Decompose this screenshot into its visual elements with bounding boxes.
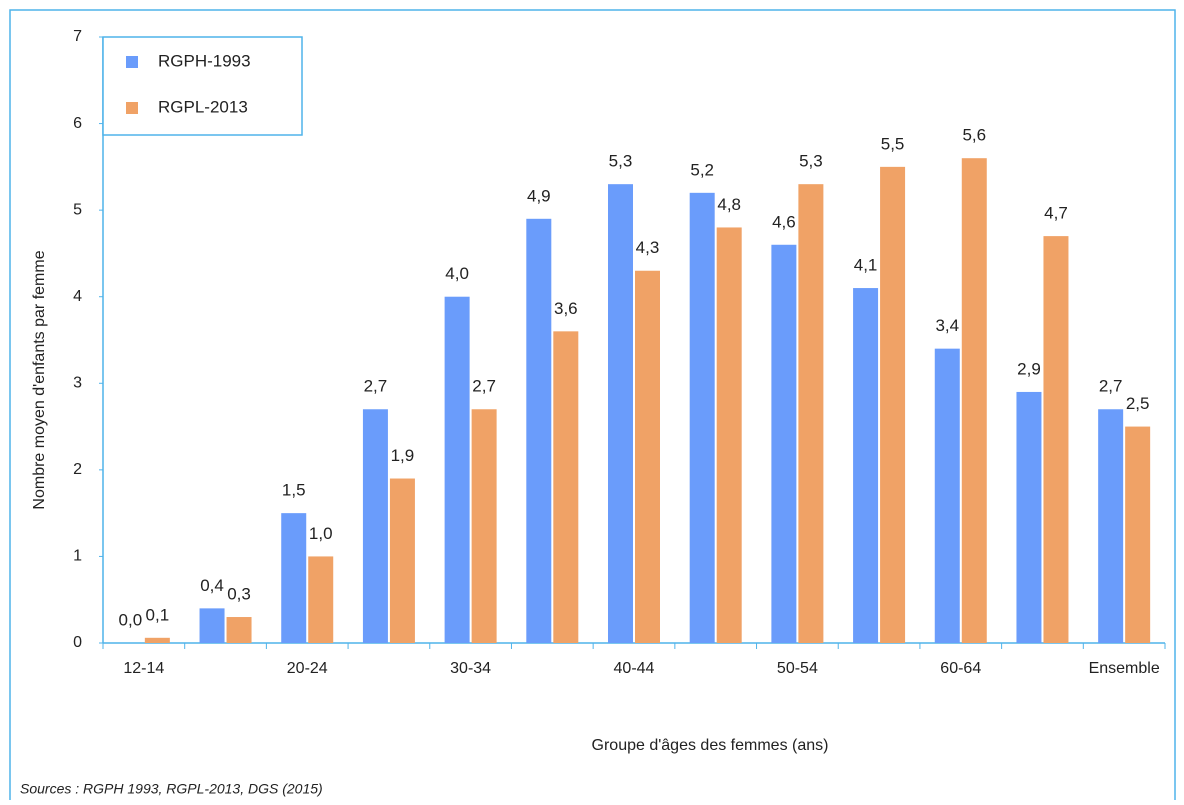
- bar: [961, 158, 987, 643]
- x-axis-title: Groupe d'âges des femmes (ans): [592, 737, 829, 754]
- value-label: 2,7: [364, 377, 388, 396]
- y-tick-label: 1: [73, 548, 82, 565]
- legend-swatch: [126, 102, 138, 114]
- bar: [144, 637, 170, 643]
- value-label: 4,0: [445, 264, 469, 283]
- y-tick-label: 5: [73, 201, 82, 218]
- y-tick-label: 0: [73, 634, 82, 651]
- bar: [1125, 426, 1151, 643]
- bar: [1016, 391, 1042, 643]
- frame: [9, 9, 1176, 805]
- bar: [281, 513, 307, 643]
- value-label: 0,1: [146, 605, 170, 624]
- value-label: 4,6: [772, 212, 796, 231]
- value-label: 1,5: [282, 481, 306, 500]
- y-tick-label: 4: [73, 288, 82, 305]
- x-tick-label: Ensemble: [1089, 660, 1160, 677]
- value-label: 5,6: [962, 126, 986, 145]
- y-axis-title: Nombre moyen d'enfants par femme: [31, 250, 48, 509]
- bar: [1043, 236, 1069, 643]
- bar: [471, 409, 497, 643]
- bar: [226, 617, 252, 643]
- value-label: 2,9: [1017, 359, 1041, 378]
- bar: [635, 270, 660, 643]
- y-tick-label: 2: [73, 461, 82, 478]
- legend-swatch: [126, 56, 138, 68]
- value-label: 2,7: [472, 377, 496, 396]
- bar: [798, 184, 824, 643]
- value-label: 5,3: [799, 152, 823, 171]
- source-note: Sources : RGPH 1993, RGPL-2013, DGS (201…: [20, 781, 323, 797]
- bar: [716, 227, 742, 643]
- bar: [199, 608, 225, 643]
- value-label: 1,9: [391, 446, 415, 465]
- bar: [389, 478, 415, 643]
- bar: [880, 166, 906, 643]
- legend-box: [102, 36, 303, 136]
- x-tick-label: 40-44: [614, 660, 655, 677]
- bar: [853, 288, 879, 643]
- legend-label: RGPH-1993: [158, 51, 251, 70]
- bar: [526, 218, 552, 644]
- x-tick-label: 12-14: [123, 660, 164, 677]
- value-label: 4,3: [636, 238, 660, 257]
- value-label: 4,8: [717, 195, 741, 214]
- bar: [934, 348, 960, 643]
- value-label: 5,5: [881, 134, 905, 153]
- bar: [689, 192, 715, 644]
- value-label: 5,3: [609, 152, 633, 171]
- bar: [771, 244, 797, 643]
- y-tick-label: 6: [73, 115, 82, 132]
- value-label: 4,9: [527, 186, 551, 205]
- legend-label: RGPL-2013: [158, 97, 248, 116]
- bar: [553, 331, 579, 643]
- value-label: 4,1: [854, 256, 878, 275]
- value-label: 5,2: [690, 160, 714, 179]
- x-tick-label: 20-24: [287, 660, 328, 677]
- bar: [444, 296, 470, 643]
- value-label: 3,4: [935, 316, 959, 335]
- value-label: 1,0: [309, 524, 333, 543]
- value-label: 3,6: [554, 299, 578, 318]
- bar: [608, 184, 633, 643]
- value-label: 4,7: [1044, 204, 1068, 223]
- value-label: 0,0: [119, 610, 143, 629]
- bar: [362, 409, 388, 643]
- y-tick-label: 7: [73, 28, 82, 45]
- y-tick-label: 3: [73, 375, 82, 392]
- x-tick-label: 50-54: [777, 660, 818, 677]
- value-label: 0,4: [200, 576, 224, 595]
- value-label: 2,5: [1126, 394, 1150, 413]
- value-label: 2,7: [1099, 377, 1123, 396]
- bar: [1098, 409, 1124, 643]
- x-tick-label: 30-34: [450, 660, 491, 677]
- value-label: 0,3: [227, 585, 251, 604]
- bar: [308, 556, 334, 643]
- x-tick-label: 60-64: [940, 660, 981, 677]
